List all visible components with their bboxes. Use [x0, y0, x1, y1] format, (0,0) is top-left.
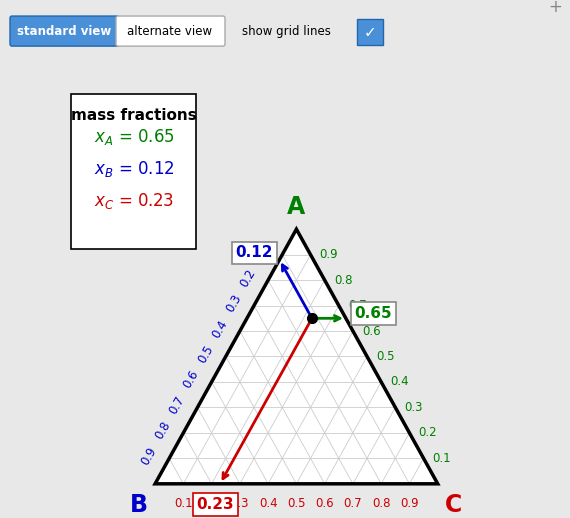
Text: A: A — [287, 195, 306, 219]
FancyBboxPatch shape — [357, 19, 383, 45]
Text: standard view: standard view — [17, 24, 111, 38]
FancyBboxPatch shape — [10, 16, 119, 46]
Text: 0.1: 0.1 — [433, 452, 451, 465]
Text: 0.4: 0.4 — [390, 376, 409, 388]
Text: mass fractions: mass fractions — [71, 108, 196, 123]
Text: 0.9: 0.9 — [139, 445, 159, 467]
Text: 0.23: 0.23 — [197, 497, 234, 512]
Text: 0.2: 0.2 — [418, 426, 437, 439]
Text: 0.4: 0.4 — [259, 497, 278, 510]
Text: 0.12: 0.12 — [235, 246, 273, 261]
Text: 0.65: 0.65 — [355, 306, 392, 321]
Text: C: C — [445, 493, 462, 517]
Text: 0.2: 0.2 — [238, 267, 258, 289]
Text: 0.6: 0.6 — [315, 497, 334, 510]
Text: $x_A$ = 0.65: $x_A$ = 0.65 — [93, 127, 174, 148]
Text: 0.2: 0.2 — [202, 497, 221, 510]
Text: alternate view: alternate view — [128, 24, 213, 38]
Text: 0.1: 0.1 — [174, 497, 193, 510]
Text: $x_C$ = 0.23: $x_C$ = 0.23 — [93, 191, 174, 211]
Text: 0.9: 0.9 — [320, 248, 338, 261]
Text: $x_B$ = 0.12: $x_B$ = 0.12 — [93, 159, 174, 179]
Text: 0.3: 0.3 — [405, 401, 423, 414]
Text: 0.3: 0.3 — [231, 497, 249, 510]
Text: 0.9: 0.9 — [400, 497, 419, 510]
FancyBboxPatch shape — [116, 16, 225, 46]
Polygon shape — [155, 229, 438, 484]
Text: 0.8: 0.8 — [153, 420, 173, 442]
FancyBboxPatch shape — [71, 94, 196, 249]
Text: 0.5: 0.5 — [195, 343, 215, 366]
Text: ✓: ✓ — [364, 24, 376, 39]
Text: show grid lines: show grid lines — [242, 24, 331, 38]
Text: +: + — [548, 0, 562, 16]
Text: 0.1: 0.1 — [252, 241, 272, 264]
Text: 0.4: 0.4 — [209, 318, 230, 340]
Text: 0.5: 0.5 — [287, 497, 306, 510]
Text: 0.3: 0.3 — [223, 292, 244, 314]
Text: 0.6: 0.6 — [362, 325, 381, 338]
Text: 0.7: 0.7 — [167, 394, 188, 416]
Text: B: B — [131, 493, 148, 517]
Text: 0.6: 0.6 — [181, 368, 202, 391]
Text: 0.8: 0.8 — [334, 274, 352, 286]
Text: 0.8: 0.8 — [372, 497, 390, 510]
Text: 0.7: 0.7 — [348, 299, 367, 312]
Text: 0.7: 0.7 — [344, 497, 362, 510]
Text: 0.5: 0.5 — [376, 350, 394, 363]
